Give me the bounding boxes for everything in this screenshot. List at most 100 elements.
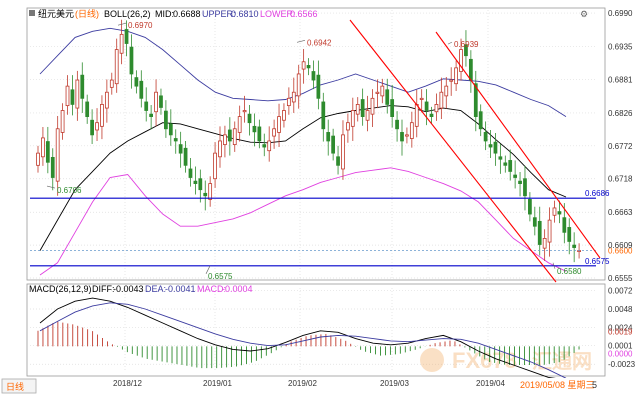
candle-body bbox=[528, 199, 532, 215]
macd-y-axis: 0.0072 0.0048 0.0024 0.0001 -0.0023 0.0019 0.0… bbox=[608, 286, 636, 369]
candle-body bbox=[80, 74, 85, 99]
price-tick-label: 0.6935 bbox=[608, 43, 633, 52]
candle-body bbox=[405, 134, 409, 137]
candle-body bbox=[227, 129, 232, 142]
candle-body bbox=[267, 140, 272, 152]
candle-body bbox=[419, 97, 424, 100]
candle-body bbox=[429, 113, 434, 117]
candle-body bbox=[493, 141, 498, 154]
candle-body bbox=[242, 110, 247, 113]
macd-tick-label: 0.0024 bbox=[608, 324, 633, 333]
candle-body bbox=[350, 110, 355, 127]
macd-header: MACD(26,12,9) DIFF: -0.0043 DEA: -0.0041… bbox=[29, 284, 253, 294]
annotation-pointer bbox=[447, 41, 453, 45]
candle-body bbox=[459, 49, 463, 72]
price-tick-label: 0.6881 bbox=[608, 75, 633, 84]
candle-body bbox=[296, 73, 301, 97]
price-y-axis: 0.6990 0.6935 0.6881 0.6826 0.6772 0.6718 0.66… bbox=[608, 9, 633, 283]
dea-label: DEA: bbox=[145, 284, 166, 294]
candle-body bbox=[139, 80, 144, 99]
candle-body bbox=[380, 85, 385, 97]
price-tick-label: 0.6826 bbox=[608, 109, 633, 118]
candle-body bbox=[508, 160, 513, 172]
candle-body bbox=[60, 110, 65, 133]
candle-body bbox=[291, 91, 296, 103]
candle-body bbox=[36, 152, 40, 166]
candle-body bbox=[326, 132, 331, 142]
candle-body bbox=[272, 128, 276, 137]
annotation-pointer bbox=[205, 265, 211, 274]
diff-label: DIFF: bbox=[92, 284, 115, 294]
date-stamp-suffix: 5 bbox=[592, 380, 597, 390]
candle-body bbox=[90, 119, 94, 136]
candle-body bbox=[218, 140, 222, 158]
channel-upper-line bbox=[435, 31, 601, 259]
price-tick-label: 0.6990 bbox=[608, 9, 633, 18]
candle-body bbox=[119, 33, 124, 54]
candle-body bbox=[468, 58, 473, 81]
candle-body bbox=[70, 89, 75, 105]
candle-body bbox=[149, 113, 154, 117]
mid-value: 0.6688 bbox=[173, 9, 201, 19]
diff-line bbox=[39, 297, 567, 381]
period-button[interactable] bbox=[1, 378, 37, 394]
candle-body bbox=[198, 178, 203, 191]
candle-body bbox=[144, 101, 149, 111]
support-label: 0.6575 bbox=[585, 257, 610, 266]
price-tick-label: 0.6718 bbox=[608, 175, 633, 184]
candle-body bbox=[100, 104, 104, 127]
candle-body bbox=[213, 152, 217, 180]
annotation-label: 0.6706 bbox=[57, 186, 82, 195]
candle-body bbox=[223, 134, 227, 146]
dea-value: -0.0041 bbox=[165, 284, 196, 294]
watermark-brand-cn: 汇通网 bbox=[532, 350, 592, 373]
candle-body bbox=[346, 122, 350, 131]
candle-body bbox=[547, 219, 552, 243]
candle-body bbox=[301, 61, 306, 70]
candle-body bbox=[208, 183, 213, 200]
candle-body bbox=[439, 91, 444, 109]
annotation-label: 0.6575 bbox=[208, 272, 233, 281]
period-tag: (日线) bbox=[75, 8, 99, 19]
macd-label: MACD: bbox=[197, 284, 226, 294]
candle-body bbox=[173, 138, 178, 142]
candle-body bbox=[316, 74, 321, 99]
resistance-label: 0.6686 bbox=[585, 189, 610, 198]
candle-body bbox=[237, 116, 242, 133]
macd-lines bbox=[39, 297, 567, 381]
last-price-box bbox=[606, 245, 636, 256]
candle-body bbox=[434, 104, 439, 113]
annotation-label: 0.6939 bbox=[454, 40, 479, 49]
candle-body bbox=[282, 110, 286, 121]
annotation-pointer bbox=[552, 262, 556, 269]
symbol-title: 纽元美元 bbox=[38, 8, 74, 19]
price-tick-label: 0.6772 bbox=[608, 142, 633, 151]
header-menu-icon[interactable] bbox=[29, 10, 35, 16]
candle-body bbox=[311, 71, 316, 81]
candle-body bbox=[306, 65, 311, 69]
candle-body bbox=[55, 128, 60, 182]
last-price-label: 0.6600 bbox=[608, 247, 633, 256]
annotation-pointer bbox=[296, 39, 306, 43]
candle-body bbox=[45, 141, 50, 163]
price-annotations: 0.6970 0.6942 0.6939 0.6706 0.6575 0.6580 bbox=[46, 21, 582, 281]
price-tick-label: 0.6609 bbox=[608, 241, 633, 250]
footer: 日线 2019/05/08 星期三 5 bbox=[1, 378, 597, 394]
candlesticks bbox=[36, 19, 581, 263]
candle-body bbox=[473, 83, 478, 117]
candle-body bbox=[414, 104, 419, 127]
candle-body bbox=[424, 101, 429, 111]
candle-body bbox=[134, 77, 139, 87]
candle-body bbox=[488, 144, 493, 148]
candle-body bbox=[513, 174, 518, 178]
candle-body bbox=[498, 156, 503, 160]
candle-body bbox=[444, 85, 449, 97]
settings-icon[interactable]: ⚙ bbox=[580, 9, 588, 19]
candle-body bbox=[537, 220, 542, 245]
candle-body bbox=[188, 168, 193, 178]
candle-body bbox=[178, 144, 183, 154]
descending-channel bbox=[349, 19, 601, 283]
annotation-label: 0.6942 bbox=[307, 38, 332, 47]
